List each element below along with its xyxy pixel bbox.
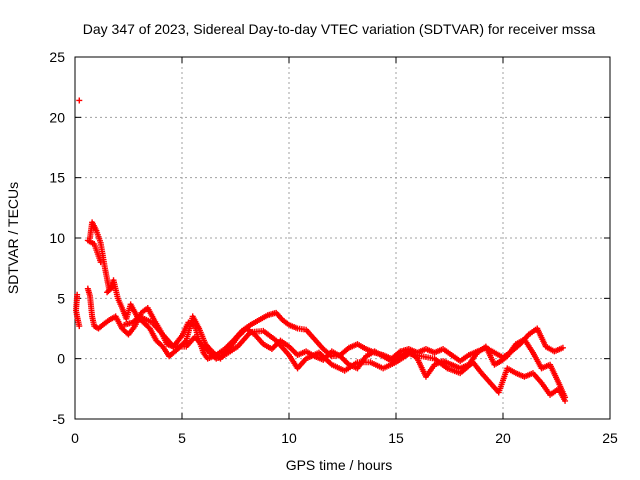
y-tick-label: -5 bbox=[53, 411, 66, 427]
data-point bbox=[562, 397, 569, 404]
data-point bbox=[110, 283, 117, 290]
x-tick-label: 10 bbox=[281, 430, 297, 446]
grid-lines bbox=[75, 57, 610, 419]
x-tick-label: 5 bbox=[178, 430, 186, 446]
x-tick-label: 25 bbox=[602, 430, 618, 446]
data-point bbox=[559, 344, 566, 351]
y-tick-label: 25 bbox=[49, 49, 65, 65]
y-tick-label: 15 bbox=[49, 170, 65, 186]
data-points bbox=[73, 97, 569, 404]
y-tick-label: 5 bbox=[57, 290, 65, 306]
chart-title: Day 347 of 2023, Sidereal Day-to-day VTE… bbox=[83, 21, 596, 37]
data-point bbox=[97, 259, 104, 266]
x-axis-label: GPS time / hours bbox=[286, 457, 393, 473]
data-point bbox=[109, 284, 116, 291]
y-tick-label: 10 bbox=[49, 230, 65, 246]
y-tick-label: 20 bbox=[49, 109, 65, 125]
y-tick-label: 0 bbox=[57, 351, 65, 367]
data-point bbox=[76, 323, 83, 330]
x-tick-label: 15 bbox=[388, 430, 404, 446]
axis-ticks: 0 5 10 15 20 25 -5 0 5 10 15 20 25 bbox=[49, 49, 618, 446]
x-tick-label: 20 bbox=[495, 430, 511, 446]
y-axis-label: SDTVAR / TECUs bbox=[5, 182, 21, 294]
data-point bbox=[76, 97, 83, 104]
x-tick-label: 0 bbox=[71, 430, 79, 446]
